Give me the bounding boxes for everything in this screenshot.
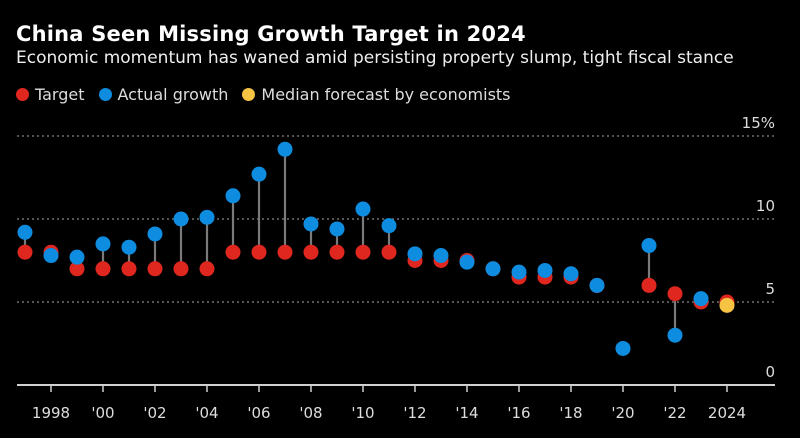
y-tick-label: 0 <box>765 363 775 381</box>
legend-label: Actual growth <box>117 85 229 104</box>
x-tick-label: '04 <box>195 404 218 422</box>
actual-growth-point <box>589 277 605 293</box>
chart-title: China Seen Missing Growth Target in 2024 <box>16 22 526 46</box>
legend-item-actual: Actual growth <box>98 85 229 104</box>
actual-growth-point <box>693 291 709 307</box>
actual-growth-point <box>95 236 111 252</box>
actual-growth-point <box>407 246 423 262</box>
legend-label: Target <box>35 85 85 104</box>
actual-growth-point <box>147 226 163 242</box>
target-point <box>277 244 293 260</box>
x-tick-label: '02 <box>143 404 166 422</box>
x-tick-label: 2024 <box>708 404 746 422</box>
legend-item-median: Median forecast by economists <box>242 85 511 104</box>
actual-growth-point <box>641 238 657 254</box>
x-tick-label: '00 <box>91 404 114 422</box>
target-point <box>251 244 267 260</box>
actual-growth-point <box>355 201 371 217</box>
y-tick-label: 15% <box>742 114 775 132</box>
target-point <box>147 261 163 277</box>
x-tick-label: '18 <box>559 404 582 422</box>
actual-growth-point <box>537 262 553 278</box>
actual-growth-point <box>121 239 137 255</box>
legend-swatch-target <box>16 88 29 101</box>
legend-swatch-median <box>242 88 256 101</box>
target-point <box>355 244 371 260</box>
target-point <box>69 261 85 277</box>
actual-growth-point <box>329 221 345 237</box>
target-point <box>95 261 111 277</box>
actual-growth-point <box>17 224 33 240</box>
chart-subtitle: Economic momentum has waned amid persist… <box>16 48 734 68</box>
x-tick-label: 1998 <box>32 404 70 422</box>
legend-swatch-actual <box>98 88 112 101</box>
legend-label: Median forecast by economists <box>261 85 511 104</box>
target-point <box>641 277 657 293</box>
target-point <box>173 261 189 277</box>
x-tick-label: '22 <box>663 404 686 422</box>
legend: Target Actual growth Median forecast by … <box>16 85 511 104</box>
target-point <box>381 244 397 260</box>
x-tick-label: '20 <box>611 404 634 422</box>
x-tick-label: '16 <box>507 404 530 422</box>
actual-growth-point <box>433 248 449 264</box>
actual-growth-point <box>277 141 293 157</box>
target-point <box>303 244 319 260</box>
legend-item-target: Target <box>16 85 85 104</box>
actual-growth-point <box>251 166 267 182</box>
actual-growth-point <box>225 188 241 204</box>
actual-growth-point <box>303 216 319 232</box>
y-tick-label: 10 <box>756 197 775 215</box>
actual-growth-point <box>615 340 631 356</box>
x-tick-label: '10 <box>351 404 374 422</box>
actual-growth-point <box>381 218 397 234</box>
target-point <box>17 244 33 260</box>
x-tick-label: '12 <box>403 404 426 422</box>
actual-growth-point <box>563 266 579 282</box>
actual-growth-point <box>199 209 215 225</box>
x-tick-label: '06 <box>247 404 270 422</box>
actual-growth-point <box>667 327 683 343</box>
actual-growth-point <box>485 261 501 277</box>
actual-growth-point <box>43 248 59 264</box>
actual-growth-point <box>69 249 85 265</box>
actual-growth-point <box>459 254 475 270</box>
x-tick-label: '14 <box>455 404 478 422</box>
target-point <box>121 261 137 277</box>
target-point <box>225 244 241 260</box>
target-point <box>329 244 345 260</box>
target-point <box>667 286 683 302</box>
actual-growth-point <box>173 211 189 227</box>
median-forecast-point <box>719 297 735 313</box>
y-tick-label: 5 <box>765 280 775 298</box>
actual-growth-point <box>511 264 527 280</box>
target-point <box>199 261 215 277</box>
x-tick-label: '08 <box>299 404 322 422</box>
